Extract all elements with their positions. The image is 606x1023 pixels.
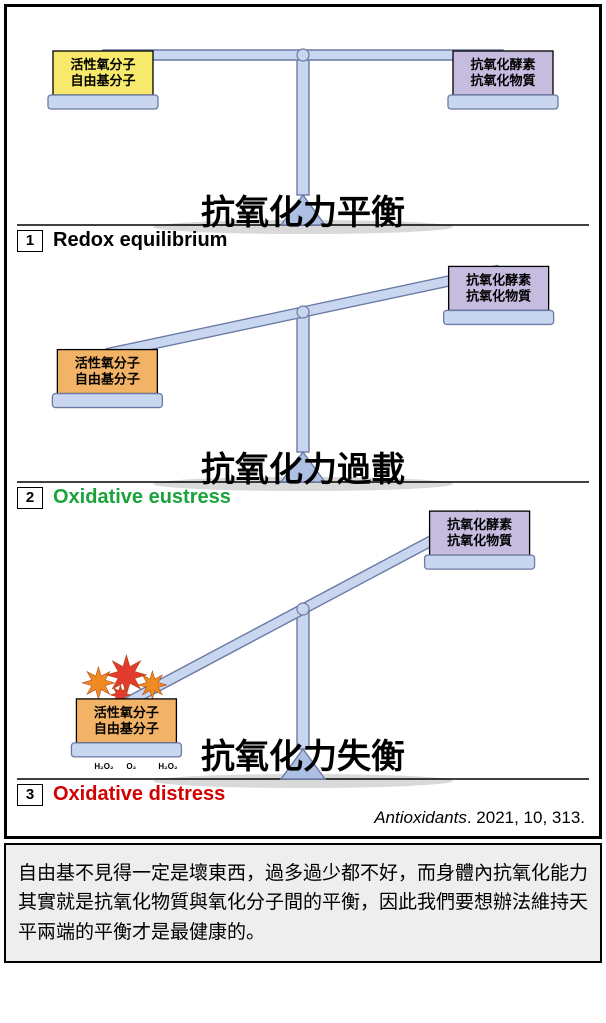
panel-subtitle: Oxidative eustress: [53, 486, 231, 509]
citation-journal: Antioxidants: [374, 808, 467, 827]
svg-text:H₂O₂: H₂O₂: [94, 762, 114, 771]
svg-text:抗氧化酵素: 抗氧化酵素: [470, 57, 535, 72]
panel-3: 活性氧分子 自由基分子 抗氧化酵素 抗氧化物質 H₂O₂ O₂ H₂O₂ 抗氧化力失…: [11, 509, 595, 806]
page-root: 活性氧分子 自由基分子 抗氧化酵素 抗氧化物質 抗氧化力平衡 1 Redox e…: [0, 4, 606, 963]
panel-number-box: 1: [17, 230, 43, 252]
panel-subtitle: Redox equilibrium: [53, 229, 227, 252]
svg-text:活性氧分子: 活性氧分子: [70, 57, 135, 72]
svg-text:H₂O₂: H₂O₂: [158, 762, 178, 771]
panel-label-row: 3 Oxidative distress: [11, 783, 595, 806]
panel-number-box: 3: [17, 784, 43, 806]
panel-label-row: 1 Redox equilibrium: [11, 229, 595, 252]
svg-text:抗氧化物質: 抗氧化物質: [447, 533, 512, 548]
panel-label-row: 2 Oxidative eustress: [11, 486, 595, 509]
panel-number-box: 2: [17, 487, 43, 509]
caption-box: 自由基不見得一定是壞東西，過多過少都不好，而身體內抗氧化能力其實就是抗氧化物質與…: [4, 843, 602, 963]
svg-text:自由基分子: 自由基分子: [70, 73, 135, 88]
panel-big-title: 抗氧化力失衡: [201, 729, 405, 778]
svg-text:O₂: O₂: [126, 762, 136, 771]
panel-big-title: 抗氧化力平衡: [201, 185, 405, 234]
citation: Antioxidants. 2021, 10, 313.: [11, 806, 595, 834]
citation-rest: . 2021, 10, 313.: [467, 808, 585, 827]
panels-container: 活性氧分子 自由基分子 抗氧化酵素 抗氧化物質 抗氧化力平衡 1 Redox e…: [11, 15, 595, 806]
svg-text:自由基分子: 自由基分子: [75, 372, 140, 387]
panel-1: 活性氧分子 自由基分子 抗氧化酵素 抗氧化物質 抗氧化力平衡 1 Redox e…: [11, 15, 595, 252]
panel-big-title: 抗氧化力過載: [201, 442, 405, 491]
svg-text:抗氧化酵素: 抗氧化酵素: [447, 517, 512, 532]
panel-2: 活性氧分子 自由基分子 抗氧化酵素 抗氧化物質 抗氧化力過載 2 Oxidati…: [11, 252, 595, 509]
svg-text:抗氧化酵素: 抗氧化酵素: [466, 272, 531, 287]
figure-frame: 活性氧分子 自由基分子 抗氧化酵素 抗氧化物質 抗氧化力平衡 1 Redox e…: [4, 4, 602, 839]
svg-text:活性氧分子: 活性氧分子: [75, 356, 140, 371]
svg-text:抗氧化物質: 抗氧化物質: [466, 288, 531, 303]
svg-text:抗氧化物質: 抗氧化物質: [470, 73, 535, 88]
svg-text:自由基分子: 自由基分子: [94, 721, 159, 736]
caption-text: 自由基不見得一定是壞東西，過多過少都不好，而身體內抗氧化能力其實就是抗氧化物質與…: [18, 863, 588, 943]
panel-subtitle: Oxidative distress: [53, 783, 225, 806]
svg-text:活性氧分子: 活性氧分子: [94, 705, 159, 720]
